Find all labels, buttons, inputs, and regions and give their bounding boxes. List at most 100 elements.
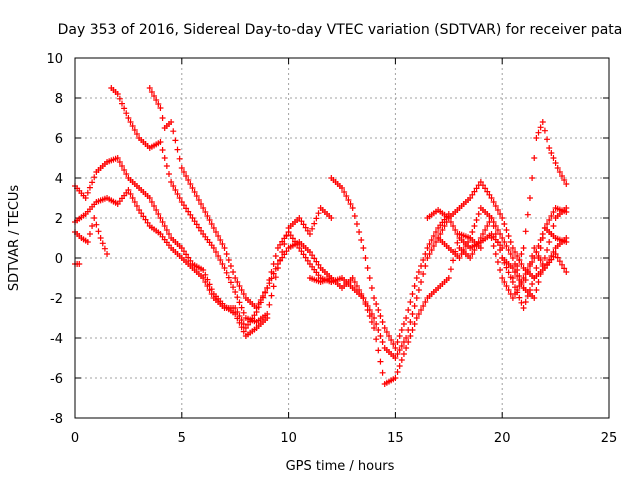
data-point [524, 269, 531, 275]
data-point [492, 251, 499, 257]
data-point [277, 257, 284, 264]
data-point [473, 185, 480, 192]
data-point [341, 189, 348, 195]
data-point [385, 333, 392, 339]
data-point [544, 247, 551, 253]
data-point [409, 291, 416, 297]
data-point [236, 283, 243, 289]
data-point [544, 136, 551, 143]
data-point [544, 221, 551, 227]
data-point [356, 287, 363, 293]
data-point [518, 251, 525, 257]
data-point [212, 229, 219, 235]
data-point [407, 299, 414, 305]
data-point [148, 89, 155, 95]
data-point [509, 275, 516, 281]
data-point [509, 265, 516, 271]
data-point [91, 215, 98, 221]
data-point [377, 333, 384, 339]
data-point [279, 238, 286, 245]
data-point [366, 275, 373, 281]
data-point [183, 205, 190, 212]
data-point [420, 257, 427, 263]
data-point [157, 215, 164, 221]
y-tick-label: -2 [50, 292, 63, 307]
data-point [541, 127, 548, 134]
data-point [531, 155, 538, 161]
data-point [232, 275, 239, 281]
data-point [76, 261, 83, 267]
data-point [428, 237, 435, 243]
data-point [546, 239, 553, 245]
data-point [172, 137, 179, 144]
data-point [516, 294, 523, 301]
data-point [116, 95, 123, 102]
data-point [411, 283, 418, 289]
data-point [552, 251, 559, 257]
data-point [546, 145, 553, 151]
data-point [219, 241, 226, 247]
data-point [131, 127, 138, 133]
series-track-3 [146, 85, 335, 311]
data-point [377, 313, 384, 319]
data-point [490, 223, 497, 229]
data-point [501, 239, 508, 245]
data-point [212, 249, 219, 255]
data-point [225, 274, 232, 281]
data-point [268, 269, 275, 275]
data-point [240, 309, 247, 316]
data-point [161, 155, 168, 161]
data-point [82, 195, 89, 201]
data-point [349, 205, 356, 211]
data-point [217, 237, 224, 243]
data-point [398, 343, 405, 349]
data-point [465, 239, 472, 245]
data-point [518, 261, 525, 267]
data-point [456, 255, 463, 261]
data-point [279, 254, 286, 261]
data-point [475, 239, 482, 245]
data-point [418, 307, 425, 313]
data-point [200, 205, 207, 211]
data-point [264, 311, 271, 317]
data-point [537, 237, 544, 243]
data-point [178, 245, 185, 251]
data-point [492, 231, 499, 237]
data-point [144, 219, 151, 226]
data-point [148, 199, 155, 205]
data-point [242, 325, 249, 331]
data-point [236, 313, 243, 319]
data-point [503, 227, 510, 233]
data-point [287, 232, 294, 239]
data-point [285, 229, 292, 235]
data-point [422, 299, 429, 305]
data-point [522, 277, 529, 283]
data-point [234, 279, 241, 285]
data-point [422, 263, 429, 269]
data-point [253, 309, 260, 315]
data-point [514, 273, 521, 279]
data-point [563, 181, 570, 187]
data-point [189, 185, 196, 191]
data-point [439, 227, 446, 233]
y-axis-label: SDTVAR / TECUs [7, 185, 22, 292]
data-point [400, 339, 407, 345]
data-point [516, 277, 523, 283]
data-point [398, 357, 405, 363]
data-point [227, 279, 234, 286]
data-point [272, 265, 279, 272]
data-point [366, 307, 373, 313]
data-point [223, 269, 230, 276]
data-point [116, 159, 123, 165]
data-point [471, 188, 478, 195]
data-point [452, 227, 459, 233]
data-point [392, 375, 399, 381]
chart-title: Day 353 of 2016, Sidereal Day-to-day VTE… [58, 22, 623, 38]
data-point [93, 221, 100, 228]
data-point [289, 235, 296, 242]
data-point [473, 243, 480, 249]
data-point [394, 339, 401, 345]
data-point [99, 240, 106, 247]
data-point [193, 193, 200, 199]
data-point [133, 203, 140, 209]
